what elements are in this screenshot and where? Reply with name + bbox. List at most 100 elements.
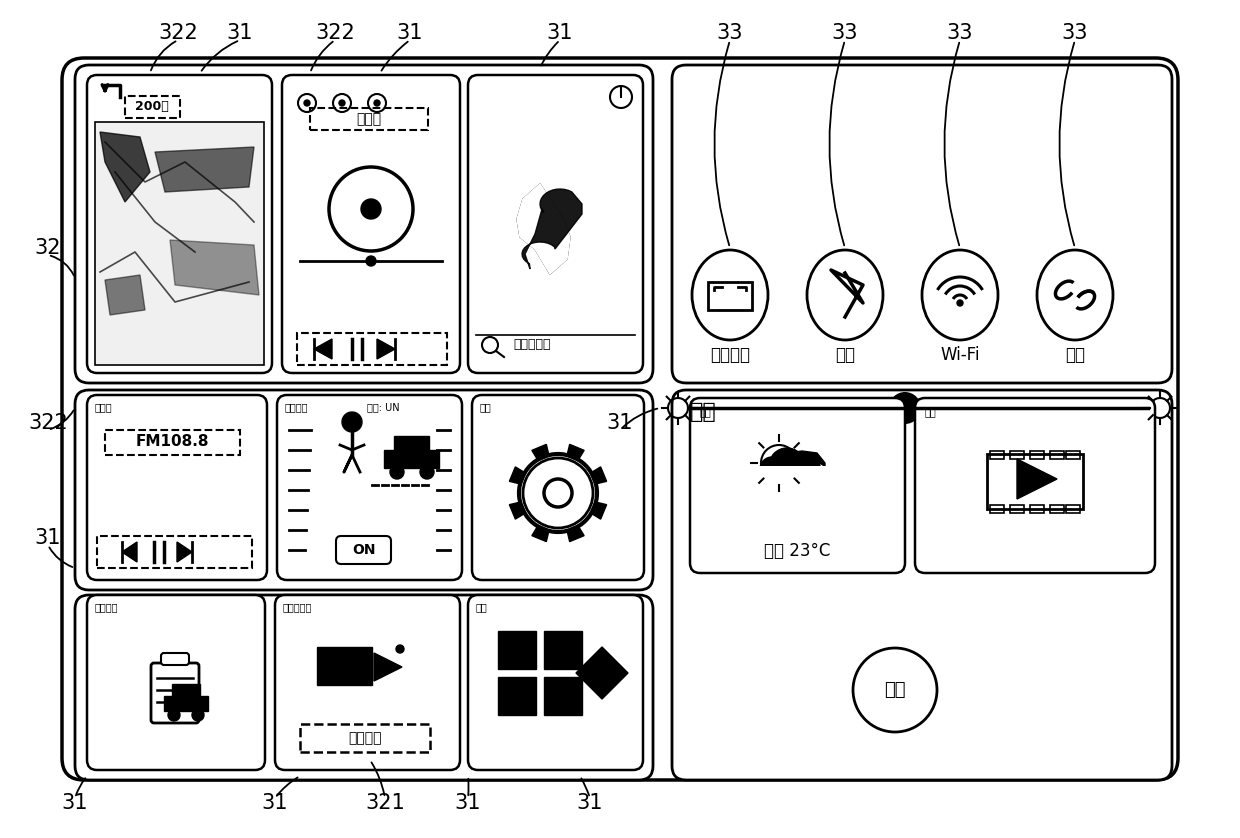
Polygon shape [532, 444, 549, 461]
Bar [990, 451, 1004, 459]
Polygon shape [759, 476, 825, 485]
Bar [1066, 451, 1080, 459]
Polygon shape [177, 542, 192, 562]
Text: Wi-Fi: Wi-Fi [940, 346, 980, 364]
Circle shape [167, 709, 180, 721]
Bar [298, 333, 446, 365]
FancyBboxPatch shape [151, 663, 198, 723]
Circle shape [957, 300, 963, 306]
Bar [987, 454, 1083, 509]
Circle shape [366, 256, 376, 266]
Text: 取消: 取消 [884, 681, 905, 699]
Bar [1050, 505, 1064, 513]
Polygon shape [590, 467, 606, 484]
Bar [990, 505, 1004, 513]
Text: 更多: 更多 [689, 402, 717, 422]
Bar [300, 724, 430, 752]
FancyBboxPatch shape [467, 75, 644, 373]
Polygon shape [122, 542, 136, 562]
Polygon shape [567, 525, 584, 541]
Text: 广州 23°C: 广州 23°C [764, 542, 831, 560]
Polygon shape [377, 339, 396, 359]
Circle shape [396, 645, 404, 653]
Text: FM108.8: FM108.8 [135, 434, 208, 449]
Bar [1066, 505, 1080, 513]
Circle shape [769, 448, 805, 484]
FancyBboxPatch shape [275, 595, 460, 770]
Polygon shape [532, 525, 549, 541]
FancyBboxPatch shape [87, 75, 272, 373]
Polygon shape [498, 677, 536, 715]
Circle shape [391, 465, 404, 479]
Polygon shape [517, 184, 570, 274]
Text: 33: 33 [1061, 23, 1089, 43]
Text: 收音机: 收音机 [95, 402, 113, 412]
Text: 设置: 设置 [480, 402, 492, 412]
Circle shape [339, 100, 345, 106]
Bar [1011, 505, 1024, 513]
Text: 驾驶辅助: 驾驶辅助 [285, 402, 309, 412]
Circle shape [192, 709, 205, 721]
Polygon shape [170, 240, 259, 295]
FancyBboxPatch shape [277, 395, 463, 580]
Text: 31: 31 [62, 793, 88, 813]
Polygon shape [522, 189, 582, 269]
Circle shape [794, 457, 821, 485]
FancyBboxPatch shape [336, 536, 391, 564]
Text: 应用: 应用 [476, 602, 487, 612]
Bar [384, 450, 439, 468]
Text: 322: 322 [159, 23, 198, 43]
Polygon shape [105, 275, 145, 315]
Circle shape [523, 458, 593, 528]
Text: 紧急录制: 紧急录制 [348, 731, 382, 745]
Circle shape [760, 457, 784, 481]
Text: 蓝牙: 蓝牙 [835, 346, 856, 364]
Bar [310, 108, 428, 130]
FancyBboxPatch shape [472, 395, 644, 580]
Bar [756, 466, 837, 486]
Polygon shape [763, 459, 825, 483]
Text: 31: 31 [577, 793, 603, 813]
Polygon shape [532, 214, 553, 239]
Polygon shape [314, 339, 332, 359]
Polygon shape [374, 653, 402, 681]
Circle shape [889, 392, 921, 424]
Text: 视频: 视频 [925, 407, 936, 417]
Text: 行车记录仪: 行车记录仪 [283, 602, 312, 612]
Bar [394, 436, 429, 450]
Text: 搜索联系人: 搜索联系人 [513, 339, 551, 351]
Polygon shape [517, 184, 570, 274]
FancyBboxPatch shape [281, 75, 460, 373]
Bar [708, 282, 751, 310]
Bar [125, 96, 180, 118]
Text: 31: 31 [227, 23, 253, 43]
Text: 31: 31 [262, 793, 288, 813]
Polygon shape [763, 451, 825, 483]
Text: 歌曲名: 歌曲名 [356, 112, 382, 126]
Circle shape [420, 465, 434, 479]
Text: 31: 31 [455, 793, 481, 813]
Bar [105, 430, 241, 455]
FancyBboxPatch shape [672, 390, 1172, 780]
Circle shape [340, 664, 346, 670]
Polygon shape [544, 631, 582, 669]
Bar [317, 647, 372, 685]
Text: 200米: 200米 [135, 101, 169, 113]
FancyBboxPatch shape [74, 390, 653, 590]
Polygon shape [155, 147, 254, 192]
FancyBboxPatch shape [672, 65, 1172, 383]
Text: 33: 33 [832, 23, 858, 43]
Polygon shape [510, 467, 526, 484]
FancyBboxPatch shape [87, 395, 267, 580]
Text: 31: 31 [547, 23, 573, 43]
Polygon shape [577, 647, 627, 699]
Text: 32: 32 [35, 238, 61, 258]
Text: ON: ON [352, 543, 376, 557]
Bar [95, 122, 264, 365]
Bar [1030, 505, 1044, 513]
Polygon shape [567, 444, 584, 461]
FancyBboxPatch shape [915, 398, 1154, 573]
FancyBboxPatch shape [74, 65, 653, 383]
Bar [97, 536, 252, 568]
Circle shape [342, 412, 362, 432]
